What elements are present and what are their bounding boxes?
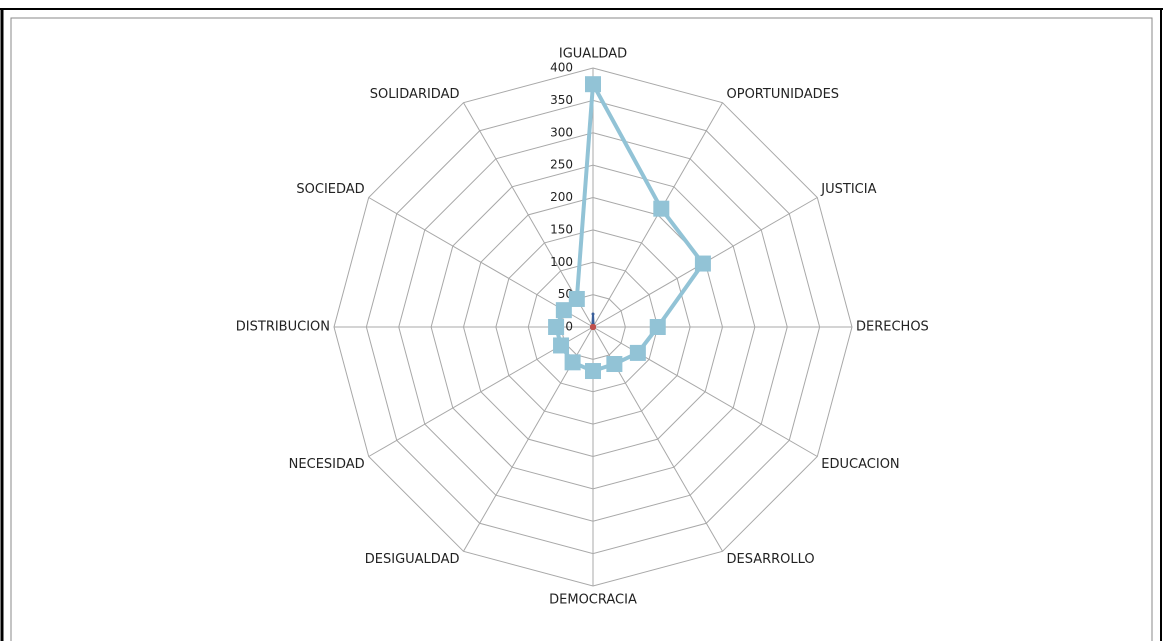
category-label: DERECHOS xyxy=(856,320,929,335)
category-label: DEMOCRACIA xyxy=(549,593,637,608)
data-marker xyxy=(568,290,585,307)
data-marker xyxy=(585,363,601,380)
data-marker xyxy=(649,319,666,335)
data-marker xyxy=(553,337,570,354)
category-label: DISTRIBUCION xyxy=(236,320,330,335)
data-marker xyxy=(591,312,595,316)
data-marker xyxy=(629,344,646,361)
data-marker xyxy=(564,354,581,371)
category-label: EDUCACION xyxy=(821,457,899,472)
spoke xyxy=(463,102,594,328)
series-line xyxy=(554,82,705,374)
category-label: NECESIDAD xyxy=(289,457,365,472)
data-marker xyxy=(590,324,596,330)
chart-border xyxy=(10,17,1153,641)
spoke xyxy=(592,326,818,457)
category-label: DESARROLLO xyxy=(727,552,815,567)
category-label: DESIGUALDAD xyxy=(365,552,460,567)
data-marker xyxy=(694,255,711,272)
y-tick-label: 350 xyxy=(550,93,573,107)
y-tick-label: 400 xyxy=(550,61,573,75)
y-tick-label: 250 xyxy=(550,158,573,172)
spoke xyxy=(368,197,594,328)
category-label: JUSTICIA xyxy=(820,182,876,197)
data-marker xyxy=(585,76,601,93)
y-tick-label: 300 xyxy=(550,125,573,139)
data-marker xyxy=(653,200,670,217)
data-marker xyxy=(606,356,623,373)
category-label: SOCIEDAD xyxy=(296,182,364,197)
y-tick-label: 100 xyxy=(550,255,573,269)
category-label: OPORTUNIDADES xyxy=(727,87,840,102)
y-tick-label: 0 xyxy=(565,320,573,334)
category-label: IGUALDAD xyxy=(559,47,627,62)
data-marker xyxy=(548,319,565,335)
y-tick-label: 150 xyxy=(550,222,573,236)
data-marker xyxy=(555,302,572,319)
category-label: SOLIDARIDAD xyxy=(370,87,460,102)
y-tick-label: 200 xyxy=(550,190,573,204)
